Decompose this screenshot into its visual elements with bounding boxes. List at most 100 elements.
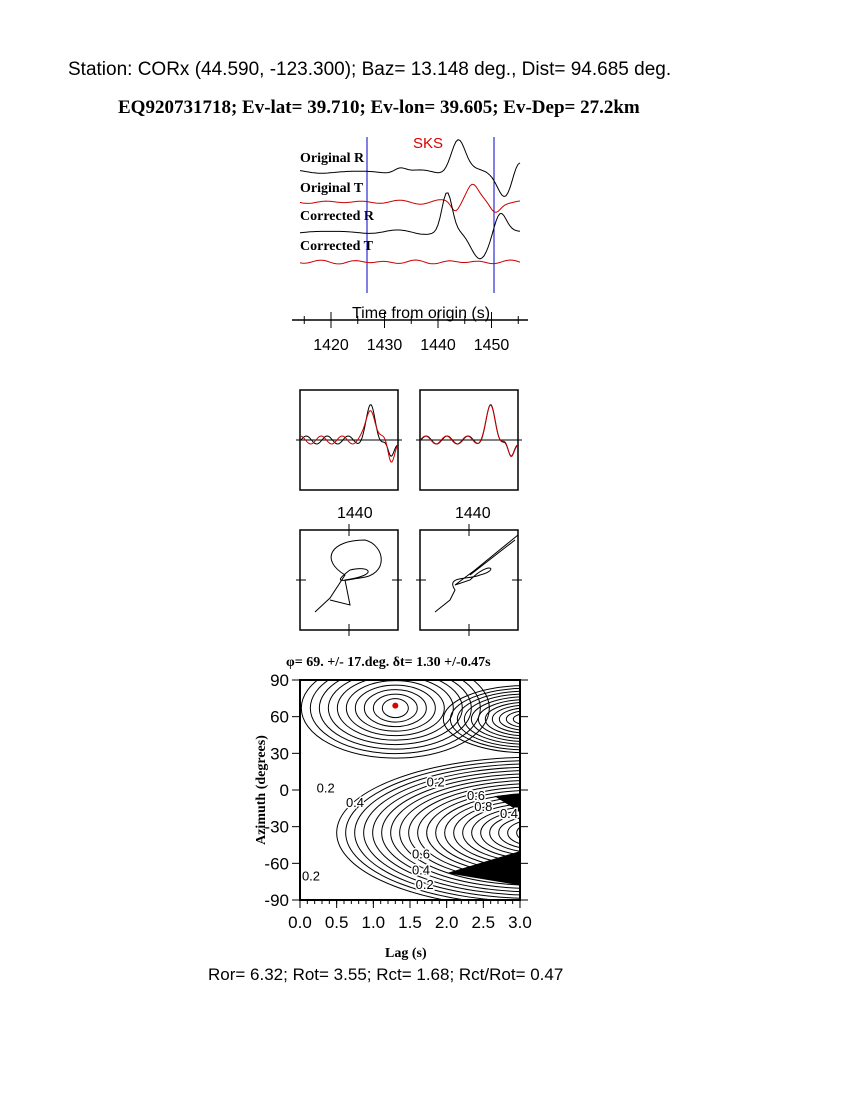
contour-line	[300, 680, 490, 759]
contour-line	[507, 821, 520, 845]
time-tick-label: 1430	[367, 337, 403, 354]
contour-lines	[300, 680, 544, 900]
time-axis-label: Time from origin (s)	[352, 305, 490, 322]
series-label-original-t: Original T	[300, 181, 364, 196]
box-trace-fast	[420, 404, 518, 457]
azimuth-tick-label: 60	[270, 708, 289, 727]
box-trace-fast	[300, 404, 398, 457]
contour-line	[381, 773, 520, 893]
contour-line	[489, 813, 520, 852]
contour-line	[462, 803, 520, 863]
lag-tick-label: 1.5	[398, 913, 422, 932]
contour-line	[372, 693, 418, 723]
contour-line	[442, 685, 520, 754]
lag-tick-label: 3.0	[508, 913, 532, 932]
contour-label: 0.4	[500, 806, 518, 821]
trace-corrected-t	[299, 259, 521, 265]
event-header: EQ920731718; Ev-lat= 39.710; Ev-lon= 39.…	[118, 97, 640, 118]
contour-line	[399, 780, 520, 886]
azimuth-tick-label: -30	[264, 818, 289, 837]
contour-line	[318, 680, 472, 750]
contour-line	[516, 826, 520, 839]
lag-tick-label: 0.5	[325, 913, 349, 932]
contour-dense-region	[494, 793, 520, 812]
lag-axis-label: Lag (s)	[385, 946, 427, 961]
contour-line	[480, 810, 520, 856]
contour-line	[526, 826, 544, 839]
ratio-footer: Ror= 6.32; Rot= 3.55; Rct= 1.68; Rct/Rot…	[208, 965, 564, 984]
phase-label: SKS	[413, 135, 443, 152]
box-tick-label-left: 1440	[337, 505, 373, 522]
contour-line	[408, 783, 520, 883]
particle-motion-corrected	[434, 534, 519, 613]
lag-tick-label: 2.0	[435, 913, 459, 932]
azimuth-tick-label: 0	[280, 781, 289, 800]
contour-label: 0.8	[474, 799, 492, 814]
series-label-corrected-r: Corrected R	[300, 209, 375, 224]
contour-line	[444, 796, 520, 869]
contour-line	[498, 817, 520, 849]
time-tick-label: 1450	[474, 337, 510, 354]
contour-line	[463, 693, 520, 745]
best-fit-point	[392, 702, 399, 709]
contour-line	[484, 702, 520, 737]
contour-line	[381, 698, 409, 719]
contour-label: 0.2	[416, 877, 434, 892]
contour-line	[477, 699, 520, 739]
lag-tick-label: 2.5	[472, 913, 496, 932]
azimuth-axis-label: Azimuth (degrees)	[254, 735, 269, 845]
contour-line	[372, 770, 520, 896]
box-trace-slow	[300, 410, 398, 463]
series-label-original-r: Original R	[300, 151, 365, 166]
lag-tick-label: 0.0	[288, 913, 312, 932]
contour-label: 0.2	[317, 781, 335, 796]
time-tick-label: 1440	[420, 337, 456, 354]
contour-line	[336, 756, 520, 900]
trace-original-t	[299, 183, 521, 213]
contour-label: 0.2	[302, 869, 320, 884]
contour-label: 0.6	[412, 847, 430, 862]
contour-line	[512, 713, 520, 725]
contour-title: φ= 69. +/- 17.deg. δt= 1.30 +/-0.47s	[286, 655, 491, 670]
contour-line	[498, 707, 520, 731]
trace-original-r	[299, 139, 521, 198]
azimuth-tick-label: 90	[270, 671, 289, 690]
contour-line	[456, 690, 520, 748]
contour-line	[345, 760, 520, 900]
azimuth-tick-label: -60	[264, 854, 289, 873]
contour-label: 0.6	[467, 788, 485, 803]
particle-motion-original	[314, 539, 382, 613]
contour-line	[390, 776, 520, 889]
azimuth-tick-label: -90	[264, 891, 289, 910]
contour-line	[363, 766, 520, 899]
contour-line	[435, 793, 520, 873]
contour-line	[417, 786, 520, 879]
contour-line	[354, 763, 520, 900]
contour-line	[470, 696, 520, 742]
contour-line	[505, 710, 520, 728]
station-header: Station: CORx (44.590, -123.300); Baz= 1…	[68, 59, 672, 80]
azimuth-tick-label: 30	[270, 744, 289, 763]
contour-line	[363, 689, 427, 728]
contour-dense-region	[446, 851, 520, 886]
contour-line	[471, 806, 520, 859]
contour-line	[309, 680, 481, 755]
box-trace-slow	[420, 404, 518, 458]
contour-line	[453, 800, 520, 866]
contour-line	[426, 790, 520, 876]
trace-corrected-r	[299, 192, 521, 260]
time-tick-label: 1420	[313, 337, 349, 354]
series-label-corrected-t: Corrected T	[300, 239, 374, 254]
contour-line	[491, 704, 520, 734]
contour-label: 0.4	[412, 862, 430, 877]
contour-label: 0.2	[427, 774, 445, 789]
lag-tick-label: 1.0	[362, 913, 386, 932]
contour-line	[336, 680, 454, 741]
contour-line	[354, 684, 436, 732]
trace-panel: SKS Original R Original T Corrected R Co…	[292, 135, 528, 322]
contour-line	[449, 687, 520, 751]
contour-label: 0.4	[346, 795, 364, 810]
box-tick-label-right: 1440	[455, 505, 491, 522]
